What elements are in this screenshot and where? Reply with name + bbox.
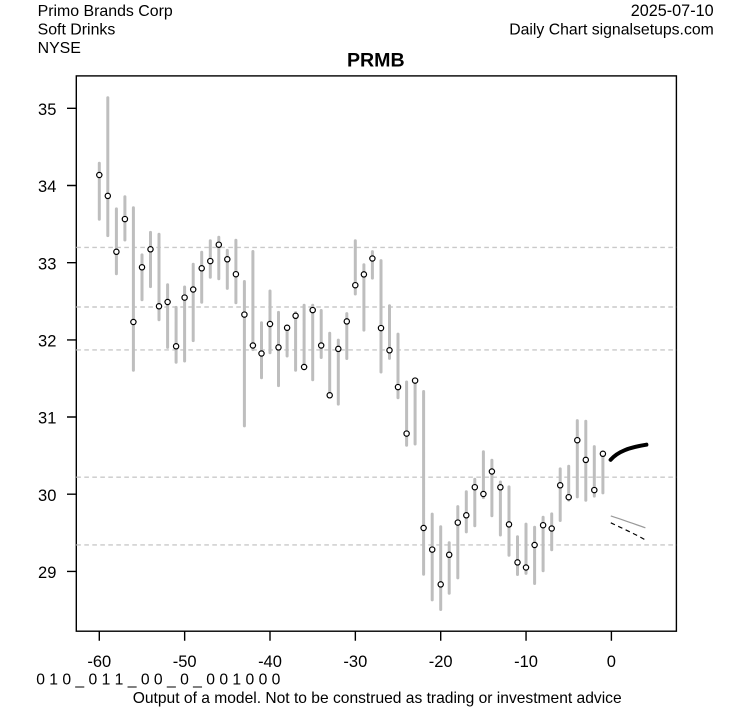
svg-text:0: 0 bbox=[607, 653, 616, 671]
svg-text:-50: -50 bbox=[173, 653, 197, 671]
svg-text:-40: -40 bbox=[258, 653, 282, 671]
svg-text:-20: -20 bbox=[429, 653, 453, 671]
svg-text:35: 35 bbox=[38, 101, 56, 119]
svg-text:PRMB: PRMB bbox=[347, 49, 405, 71]
svg-text:32: 32 bbox=[38, 333, 56, 351]
svg-text:Primo Brands Corp: Primo Brands Corp bbox=[38, 3, 173, 20]
svg-text:Soft Drinks: Soft Drinks bbox=[38, 22, 116, 39]
svg-text:31: 31 bbox=[38, 410, 56, 428]
svg-text:29: 29 bbox=[38, 564, 56, 582]
svg-text:0 1 0 _ 0 1 1 _ 0 0 _ 0 _ 0 0: 0 1 0 _ 0 1 1 _ 0 0 _ 0 _ 0 0 1 0 0 0 bbox=[36, 672, 280, 689]
svg-text:-60: -60 bbox=[87, 653, 111, 671]
svg-text:33: 33 bbox=[38, 255, 56, 273]
svg-text:-30: -30 bbox=[343, 653, 367, 671]
svg-text:NYSE: NYSE bbox=[38, 40, 81, 57]
svg-text:Daily Chart signalsetups.com: Daily Chart signalsetups.com bbox=[509, 22, 714, 39]
svg-text:30: 30 bbox=[38, 487, 56, 505]
svg-text:34: 34 bbox=[38, 178, 56, 196]
svg-text:2025-07-10: 2025-07-10 bbox=[631, 2, 714, 20]
svg-text:-10: -10 bbox=[514, 653, 538, 671]
svg-text:Output of a model. Not to be c: Output of a model. Not to be construed a… bbox=[133, 690, 622, 707]
